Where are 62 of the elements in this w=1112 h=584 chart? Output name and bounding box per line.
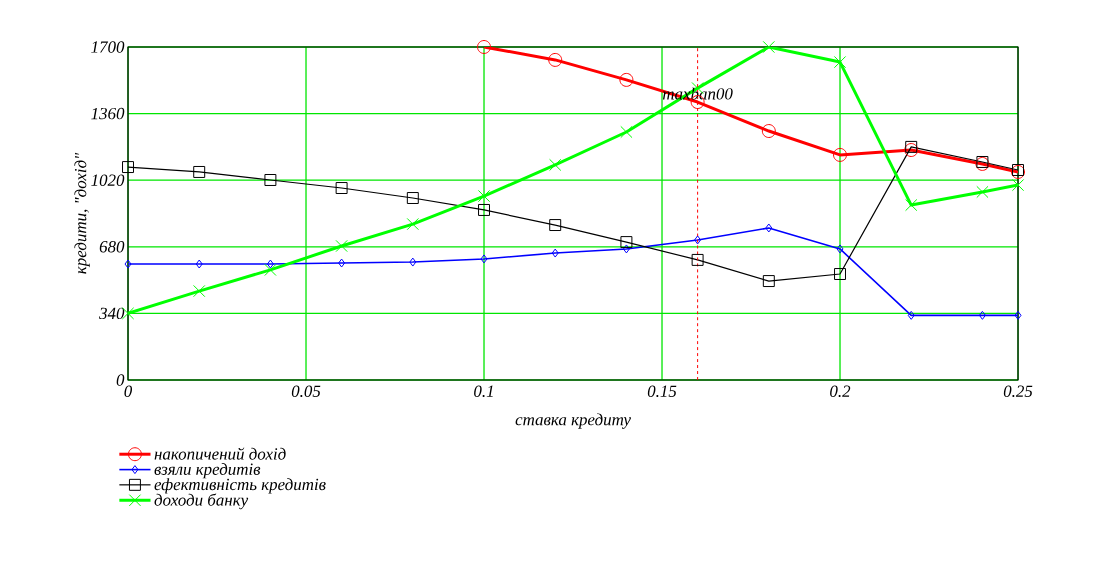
point: [409, 257, 417, 267]
point: [620, 125, 633, 139]
point: [477, 40, 491, 54]
y-axis-title: кредити, "дохід": [74, 152, 90, 274]
point: [406, 217, 419, 231]
y-tick-label: 1360: [91, 107, 125, 120]
point: [264, 263, 277, 277]
x-tick-label: 0.2: [830, 385, 851, 397]
point: [904, 143, 919, 157]
point: [551, 248, 559, 258]
point: [691, 253, 704, 266]
legend-label: ефективність кредитів: [154, 478, 326, 494]
point: [694, 235, 702, 245]
point: [124, 259, 132, 269]
point: [549, 158, 562, 172]
point: [833, 147, 847, 162]
legend-label: взяли кредитів: [154, 462, 261, 479]
point: [761, 124, 776, 138]
point: [976, 185, 989, 199]
x-tick-label: 0.1: [474, 385, 493, 397]
point: [619, 72, 634, 87]
point: [905, 140, 918, 153]
legend-label: доходи банку: [154, 493, 249, 510]
point: [195, 259, 203, 269]
point: [477, 189, 491, 203]
x-tick-label: 0.15: [647, 385, 677, 397]
point: [478, 203, 490, 216]
point: [406, 192, 419, 204]
y-tick-label: 1700: [91, 41, 125, 53]
x-tick-label: 0.25: [1003, 385, 1033, 397]
point: [978, 310, 986, 320]
y-tick-label: 340: [99, 307, 125, 320]
y-tick-label: 1020: [91, 174, 125, 186]
point: [335, 182, 348, 194]
x-tick-label: 0: [124, 385, 133, 397]
legend-label: накопичений дохід: [154, 447, 286, 460]
point: [266, 259, 274, 269]
point: [264, 174, 277, 186]
point: [620, 236, 633, 249]
y-tick-label: 680: [99, 241, 125, 253]
point: [836, 244, 844, 254]
point: [762, 275, 775, 288]
point: [834, 268, 846, 280]
point: [193, 284, 206, 298]
point: [907, 310, 915, 320]
point: [480, 254, 488, 264]
y-tick-label: 0: [116, 374, 125, 386]
point: [338, 258, 346, 268]
point: [193, 165, 206, 178]
point: [833, 55, 847, 69]
x-tick-label: 0.05: [291, 385, 321, 397]
point: [1014, 310, 1022, 320]
point: [122, 161, 134, 174]
point: [548, 52, 563, 67]
point: [762, 40, 775, 54]
point: [549, 219, 562, 232]
point: [905, 198, 918, 212]
point: [622, 244, 630, 254]
point: [765, 223, 773, 233]
x-axis-title: ставка кредиту: [515, 413, 631, 429]
point: [335, 239, 348, 253]
point: [1011, 178, 1025, 192]
